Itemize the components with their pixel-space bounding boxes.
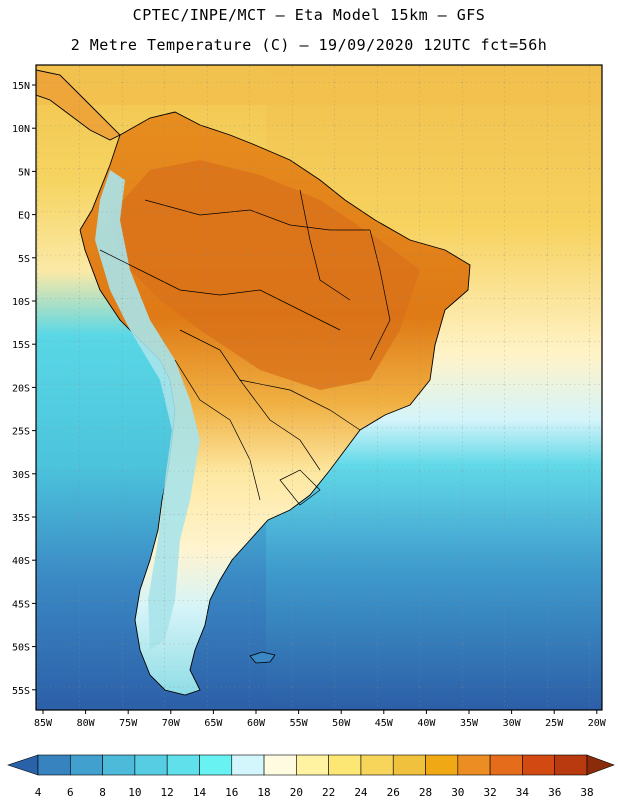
colorbar-bin (199, 754, 233, 776)
lat-label: 15S (12, 340, 30, 351)
lon-label: 60W (247, 718, 266, 729)
lat-label: 35S (12, 513, 30, 524)
lat-label: 50S (12, 643, 30, 654)
colorbar-label: 28 (419, 786, 432, 799)
colorbar-label: 34 (516, 786, 530, 799)
lon-label: 75W (119, 718, 138, 729)
lat-label: 45S (12, 599, 30, 610)
lat-label: 5S (18, 254, 30, 265)
colorbar-label: 22 (322, 786, 335, 799)
lat-label: 15N (12, 81, 30, 92)
colorbar-bin (231, 754, 265, 776)
lat-label: 40S (12, 556, 30, 567)
lon-label: 45W (375, 718, 394, 729)
colorbar-label: 26 (387, 786, 400, 799)
colorbar-bin (360, 754, 394, 776)
lon-label: 70W (162, 718, 181, 729)
colorbar-label: 12 (161, 786, 174, 799)
lon-label: 30W (503, 718, 522, 729)
colorbar-bin (263, 754, 297, 776)
colorbar-label: 20 (290, 786, 303, 799)
colorbar: 4 6 8 10 12 14 16 18 20 22 24 26 28 30 32 34 36 38 (7, 754, 615, 799)
lon-label: 50W (332, 718, 351, 729)
colorbar-left-arrow (7, 754, 39, 776)
lon-label: 85W (34, 718, 53, 729)
lat-label: 10N (12, 124, 30, 135)
lon-label: 40W (417, 718, 436, 729)
lon-label: 55W (290, 718, 309, 729)
colorbar-bin (134, 754, 168, 776)
lon-label: 65W (204, 718, 223, 729)
colorbar-bin (328, 754, 362, 776)
colorbar-bin (69, 754, 103, 776)
colorbar-label: 16 (225, 786, 238, 799)
longitude-labels: 85W 80W 75W 70W 65W 60W 55W 50W 45W 40W 35W 30W 25W 2… (34, 710, 607, 729)
colorbar-bin (425, 754, 459, 776)
lon-label: 80W (77, 718, 96, 729)
lat-label: 55S (12, 686, 30, 697)
lon-label: 35W (460, 718, 479, 729)
lat-label: EQ (18, 211, 30, 222)
chart-title-line1: CPTEC/INPE/MCT – Eta Model 15km – GFS (132, 6, 486, 24)
lat-label: 25S (12, 427, 30, 438)
colorbar-label: 4 (35, 786, 42, 799)
colorbar-bin (522, 754, 556, 776)
colorbar-bin (296, 754, 329, 776)
colorbar-label: 6 (67, 786, 74, 799)
colorbar-label: 38 (580, 786, 593, 799)
colorbar-bin (392, 754, 426, 776)
colorbar-bin (102, 754, 136, 776)
lat-label: 30S (12, 470, 30, 481)
colorbar-bin (554, 754, 588, 776)
lat-label: 5N (18, 167, 30, 178)
chart-title-line2: 2 Metre Temperature (C) – 19/09/2020 12U… (70, 36, 548, 54)
colorbar-bin (457, 754, 491, 776)
colorbar-label: 36 (548, 786, 561, 799)
lon-label: 25W (545, 718, 564, 729)
lon-label: 20W (588, 718, 607, 729)
lat-label: 20S (12, 383, 30, 394)
colorbar-label: 14 (193, 786, 207, 799)
colorbar-label: 30 (451, 786, 464, 799)
colorbar-bin (37, 754, 71, 776)
colorbar-label: 8 (99, 786, 106, 799)
colorbar-bin (489, 754, 523, 776)
colorbar-bin (166, 754, 200, 776)
colorbar-label: 24 (354, 786, 368, 799)
map-area (35, 64, 603, 711)
lat-label: 10S (12, 297, 30, 308)
colorbar-label: 18 (257, 786, 270, 799)
colorbar-label: 10 (128, 786, 141, 799)
latitude-labels: 15N 10N 5N EQ 5S 10S 15S 20S 25S 30S 35S 40S 45S 50S 5… (12, 81, 36, 697)
colorbar-right-arrow (586, 754, 615, 776)
colorbar-label: 32 (483, 786, 496, 799)
